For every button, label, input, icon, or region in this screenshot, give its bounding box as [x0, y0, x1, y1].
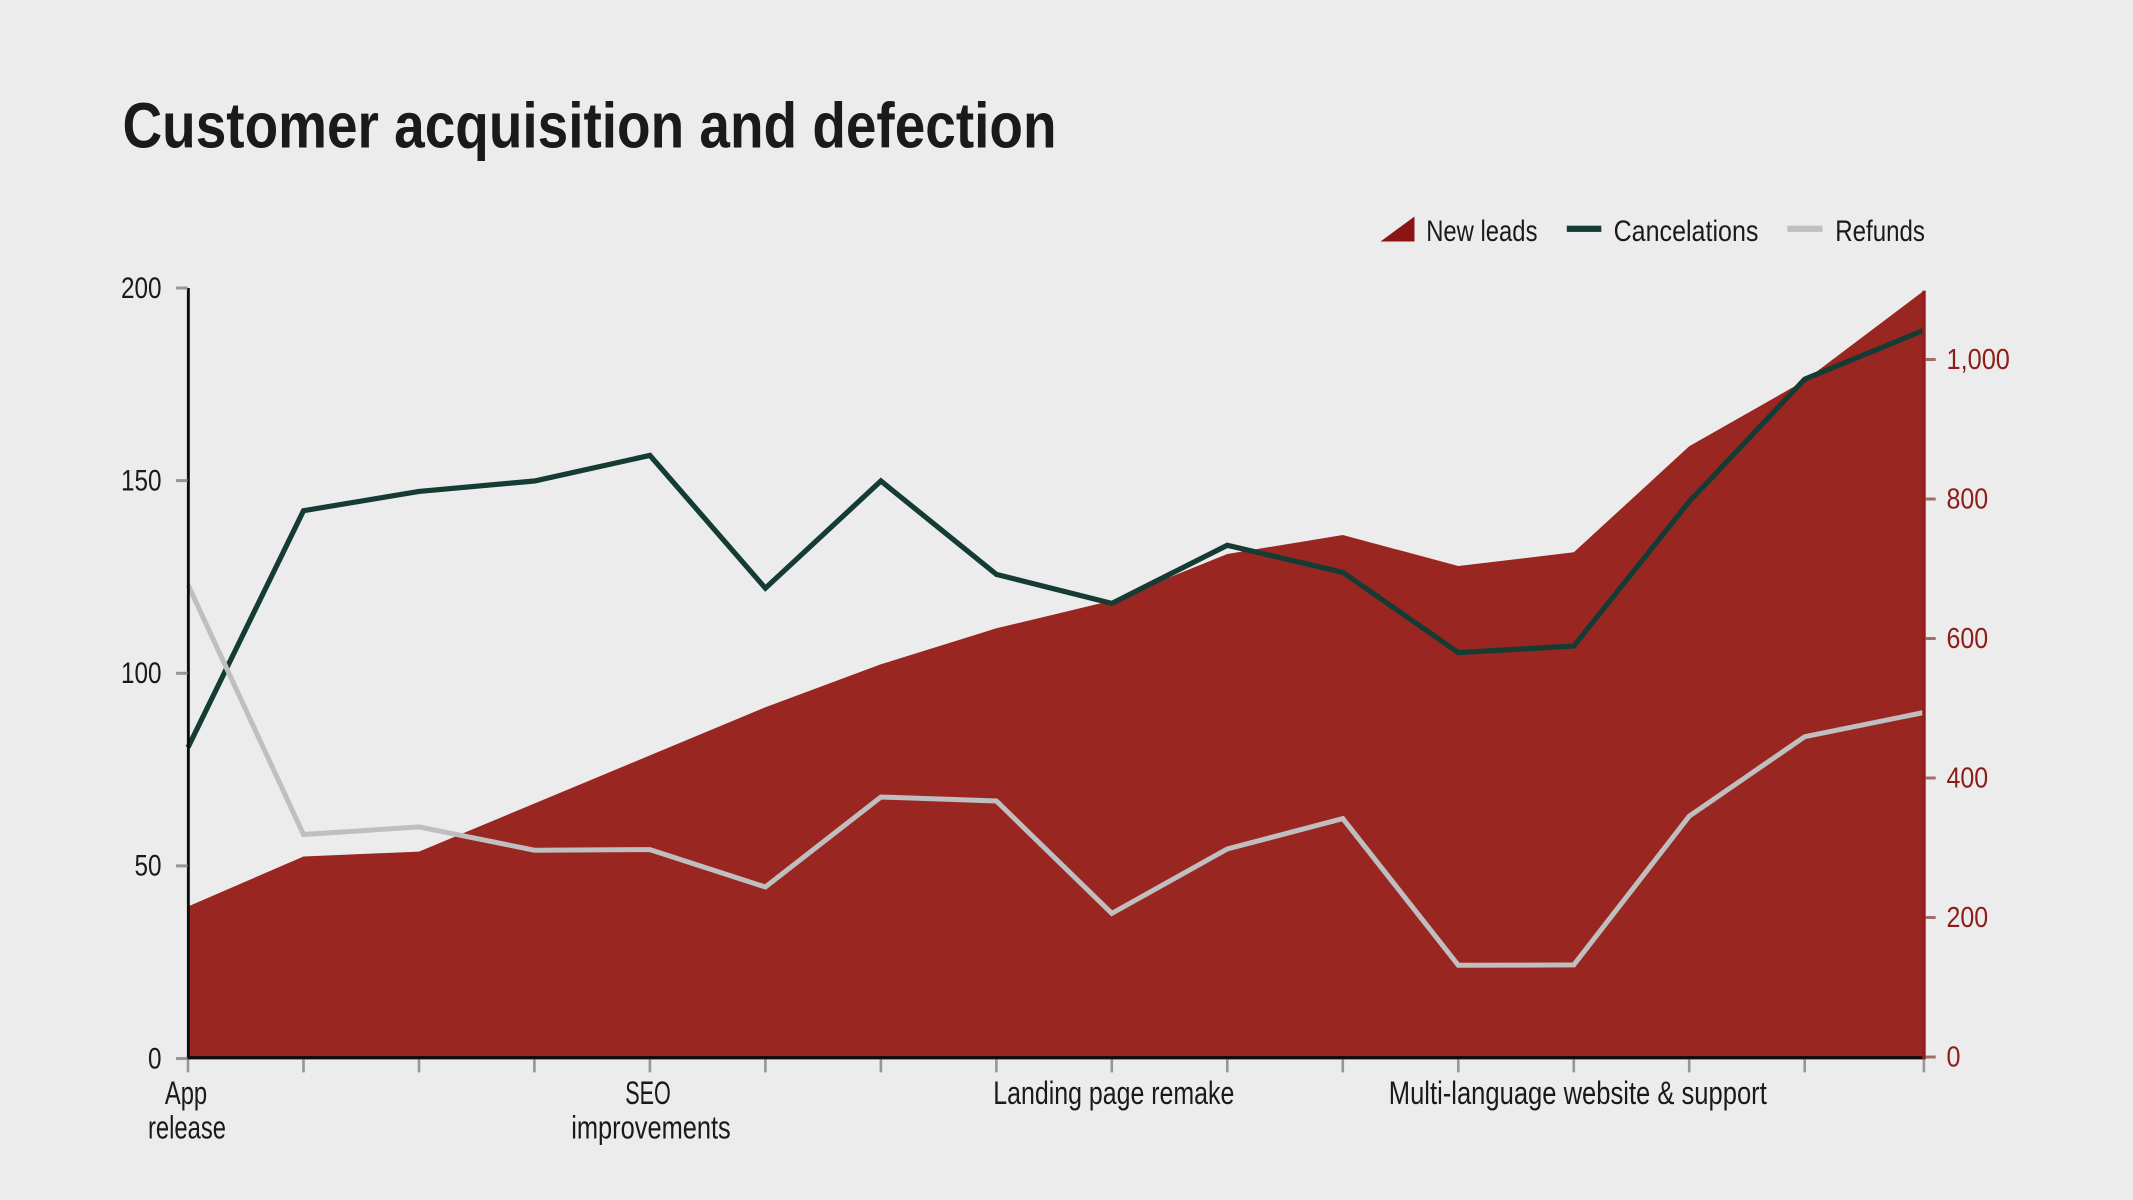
svg-text:Cancelations: Cancelations: [1614, 215, 1759, 248]
svg-text:App: App: [165, 1075, 207, 1111]
svg-text:50: 50: [135, 850, 162, 883]
svg-text:release: release: [148, 1110, 226, 1146]
svg-text:150: 150: [121, 464, 162, 497]
svg-text:Multi-language website & suppo: Multi-language website & support: [1389, 1075, 1767, 1111]
svg-text:Refunds: Refunds: [1835, 215, 1925, 248]
svg-text:improvements: improvements: [571, 1110, 731, 1146]
svg-text:800: 800: [1947, 484, 1989, 516]
svg-text:400: 400: [1947, 763, 1989, 795]
svg-text:100: 100: [121, 657, 162, 690]
svg-text:1,000: 1,000: [1947, 344, 2010, 376]
svg-text:Customer acquisition and defec: Customer acquisition and defection: [123, 90, 1057, 162]
svg-text:600: 600: [1947, 623, 1989, 655]
svg-text:SEO: SEO: [625, 1075, 671, 1111]
svg-text:Landing page remake: Landing page remake: [993, 1075, 1234, 1111]
svg-text:0: 0: [1947, 1042, 1961, 1074]
svg-text:New leads: New leads: [1426, 215, 1537, 248]
svg-text:0: 0: [148, 1042, 162, 1075]
svg-text:200: 200: [121, 272, 162, 305]
svg-text:200: 200: [1947, 902, 1989, 934]
